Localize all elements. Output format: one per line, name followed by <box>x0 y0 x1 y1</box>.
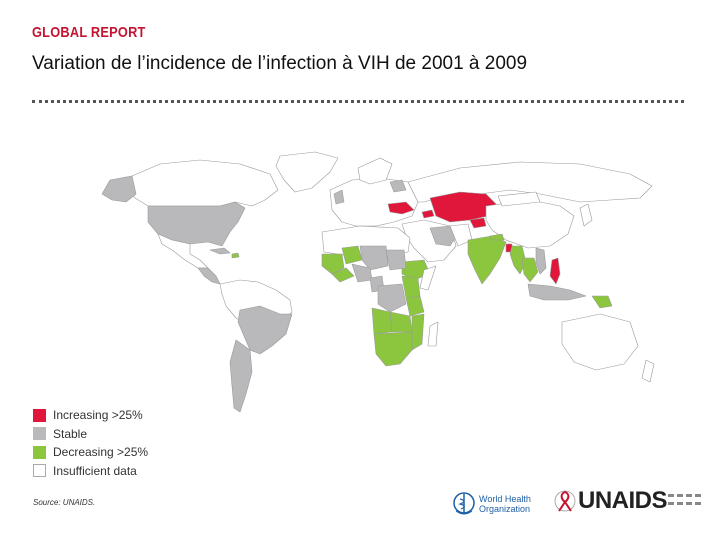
mozambique <box>411 313 425 351</box>
dominican-republic <box>231 252 240 259</box>
legend-label: Decreasing >25% <box>53 445 149 460</box>
south-africa <box>373 331 413 367</box>
niger-chad <box>359 245 389 271</box>
who-line2: Organization <box>479 504 531 514</box>
central-america <box>197 267 221 285</box>
who-logo: World Health Organization <box>452 491 531 517</box>
legend-item-stable: Stable <box>33 425 148 444</box>
legend-swatch-increasing <box>33 408 46 422</box>
cosponsor-logos-icon <box>668 494 702 505</box>
australia <box>561 313 639 371</box>
page-title: Variation de l’incidence de l’infection … <box>32 53 528 74</box>
caribbean <box>209 247 231 255</box>
legend-swatch-decreasing <box>33 445 46 459</box>
uk <box>333 189 345 205</box>
greenland <box>275 151 339 193</box>
sudan <box>385 249 407 271</box>
kyrgyzstan <box>469 217 487 229</box>
madagascar <box>427 321 439 347</box>
legend-swatch-insufficient <box>33 464 46 478</box>
philippines <box>549 257 561 285</box>
unaids-wordmark: UNAIDS <box>578 487 668 514</box>
india <box>467 235 507 285</box>
papua-new-guinea <box>591 295 613 309</box>
brazil <box>237 305 293 355</box>
viet-nam <box>535 247 547 275</box>
eastern-europe <box>387 201 415 215</box>
iran <box>429 225 459 247</box>
report-label: GLOBAL REPORT <box>32 24 146 41</box>
legend-label: Insufficient data <box>53 463 137 478</box>
thailand <box>521 257 539 283</box>
mongolia <box>497 191 541 207</box>
red-ribbon-icon <box>554 490 576 512</box>
ghana-coast <box>331 267 355 283</box>
tanzania <box>405 295 425 317</box>
legend-item-insufficient: Insufficient data <box>33 462 148 481</box>
scandinavia <box>357 157 393 185</box>
mali <box>341 245 363 265</box>
legend-swatch-stable <box>33 427 46 441</box>
somalia <box>419 265 437 291</box>
japan <box>579 203 593 227</box>
caucasus <box>421 209 435 219</box>
legend-item-increasing: Increasing >25% <box>33 406 148 425</box>
legend: Increasing >25% Stable Decreasing >25% I… <box>33 406 148 480</box>
baltic-stable <box>389 179 407 193</box>
unaids-logo: UNAIDS <box>554 487 703 515</box>
canada <box>127 159 279 207</box>
west-africa-west <box>321 253 345 275</box>
new-zealand <box>641 359 655 383</box>
nepal <box>489 233 505 241</box>
legend-label: Increasing >25% <box>53 408 143 423</box>
china <box>485 199 575 249</box>
dotted-divider <box>32 100 684 103</box>
source-note: Source: UNAIDS. <box>33 498 96 507</box>
alaska <box>101 175 137 203</box>
zambia <box>389 311 413 333</box>
legend-item-decreasing: Decreasing >25% <box>33 443 148 462</box>
southern-cone <box>229 339 253 413</box>
kenya-uganda <box>401 275 421 299</box>
drc <box>377 283 407 313</box>
who-emblem-icon <box>453 492 475 515</box>
angola <box>371 307 393 335</box>
legend-label: Stable <box>53 426 88 441</box>
who-line1: World Health <box>479 494 531 504</box>
indonesia <box>527 283 587 301</box>
myanmar <box>509 245 527 275</box>
world-map <box>40 150 660 420</box>
